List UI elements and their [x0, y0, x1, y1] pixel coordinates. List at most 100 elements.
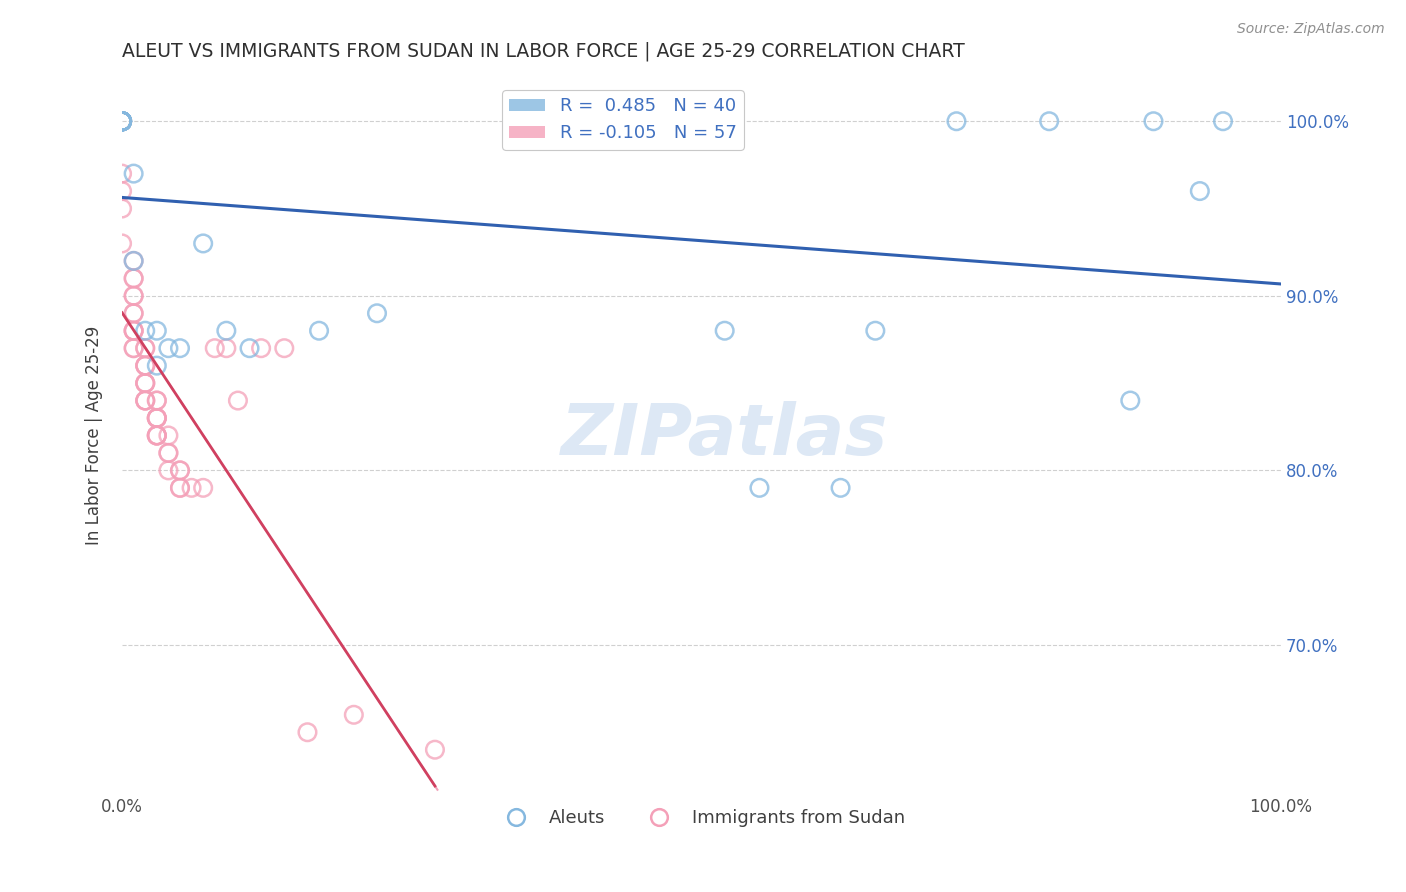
Point — [134, 376, 156, 390]
Point — [273, 341, 295, 355]
Point — [1212, 114, 1234, 128]
Point — [226, 393, 249, 408]
Point — [111, 202, 134, 216]
Point — [122, 289, 145, 303]
Point — [157, 341, 180, 355]
Point — [111, 114, 134, 128]
Point — [250, 341, 273, 355]
Point — [146, 359, 169, 373]
Point — [146, 411, 169, 425]
Point — [830, 481, 852, 495]
Point — [111, 114, 134, 128]
Point — [146, 428, 169, 442]
Point — [134, 341, 156, 355]
Point — [238, 341, 260, 355]
Point — [122, 167, 145, 181]
Point — [180, 481, 202, 495]
Point — [1142, 114, 1164, 128]
Point — [134, 393, 156, 408]
Point — [423, 742, 446, 756]
Point — [215, 341, 238, 355]
Point — [111, 114, 134, 128]
Text: Source: ZipAtlas.com: Source: ZipAtlas.com — [1237, 22, 1385, 37]
Point — [111, 114, 134, 128]
Point — [193, 236, 215, 251]
Point — [134, 376, 156, 390]
Point — [146, 411, 169, 425]
Point — [122, 306, 145, 320]
Text: ALEUT VS IMMIGRANTS FROM SUDAN IN LABOR FORCE | AGE 25-29 CORRELATION CHART: ALEUT VS IMMIGRANTS FROM SUDAN IN LABOR … — [122, 42, 965, 62]
Point — [111, 167, 134, 181]
Point — [111, 114, 134, 128]
Point — [111, 114, 134, 128]
Point — [215, 324, 238, 338]
Point — [308, 324, 330, 338]
Point — [169, 341, 191, 355]
Point — [122, 324, 145, 338]
Point — [122, 324, 145, 338]
Point — [134, 324, 156, 338]
Point — [146, 411, 169, 425]
Point — [204, 341, 226, 355]
Point — [122, 253, 145, 268]
Point — [169, 481, 191, 495]
Point — [146, 393, 169, 408]
Point — [134, 341, 156, 355]
Point — [111, 114, 134, 128]
Point — [748, 481, 770, 495]
Point — [157, 428, 180, 442]
Point — [122, 341, 145, 355]
Y-axis label: In Labor Force | Age 25-29: In Labor Force | Age 25-29 — [86, 326, 103, 545]
Point — [122, 341, 145, 355]
Point — [865, 324, 887, 338]
Point — [111, 114, 134, 128]
Point — [169, 463, 191, 477]
Point — [111, 114, 134, 128]
Point — [122, 289, 145, 303]
Point — [111, 114, 134, 128]
Point — [134, 359, 156, 373]
Text: ZIPatlas: ZIPatlas — [561, 401, 889, 470]
Point — [1119, 393, 1142, 408]
Point — [122, 253, 145, 268]
Point — [146, 428, 169, 442]
Point — [157, 463, 180, 477]
Point — [134, 359, 156, 373]
Point — [169, 463, 191, 477]
Point — [146, 428, 169, 442]
Point — [146, 411, 169, 425]
Point — [713, 324, 735, 338]
Point — [146, 428, 169, 442]
Point — [157, 446, 180, 460]
Point — [111, 114, 134, 128]
Point — [111, 114, 134, 128]
Point — [122, 306, 145, 320]
Point — [134, 393, 156, 408]
Point — [146, 324, 169, 338]
Point — [146, 393, 169, 408]
Point — [111, 114, 134, 128]
Point — [111, 114, 134, 128]
Point — [111, 114, 134, 128]
Point — [134, 376, 156, 390]
Point — [343, 707, 366, 722]
Point — [111, 184, 134, 198]
Point — [111, 114, 134, 128]
Legend: Aleuts, Immigrants from Sudan: Aleuts, Immigrants from Sudan — [491, 802, 912, 834]
Point — [122, 271, 145, 285]
Point — [122, 271, 145, 285]
Point — [111, 236, 134, 251]
Point — [169, 481, 191, 495]
Point — [297, 725, 319, 739]
Point — [1038, 114, 1060, 128]
Point — [134, 393, 156, 408]
Point — [366, 306, 388, 320]
Point — [134, 359, 156, 373]
Point — [945, 114, 967, 128]
Point — [157, 446, 180, 460]
Point — [111, 114, 134, 128]
Point — [111, 114, 134, 128]
Point — [111, 114, 134, 128]
Point — [1188, 184, 1211, 198]
Point — [193, 481, 215, 495]
